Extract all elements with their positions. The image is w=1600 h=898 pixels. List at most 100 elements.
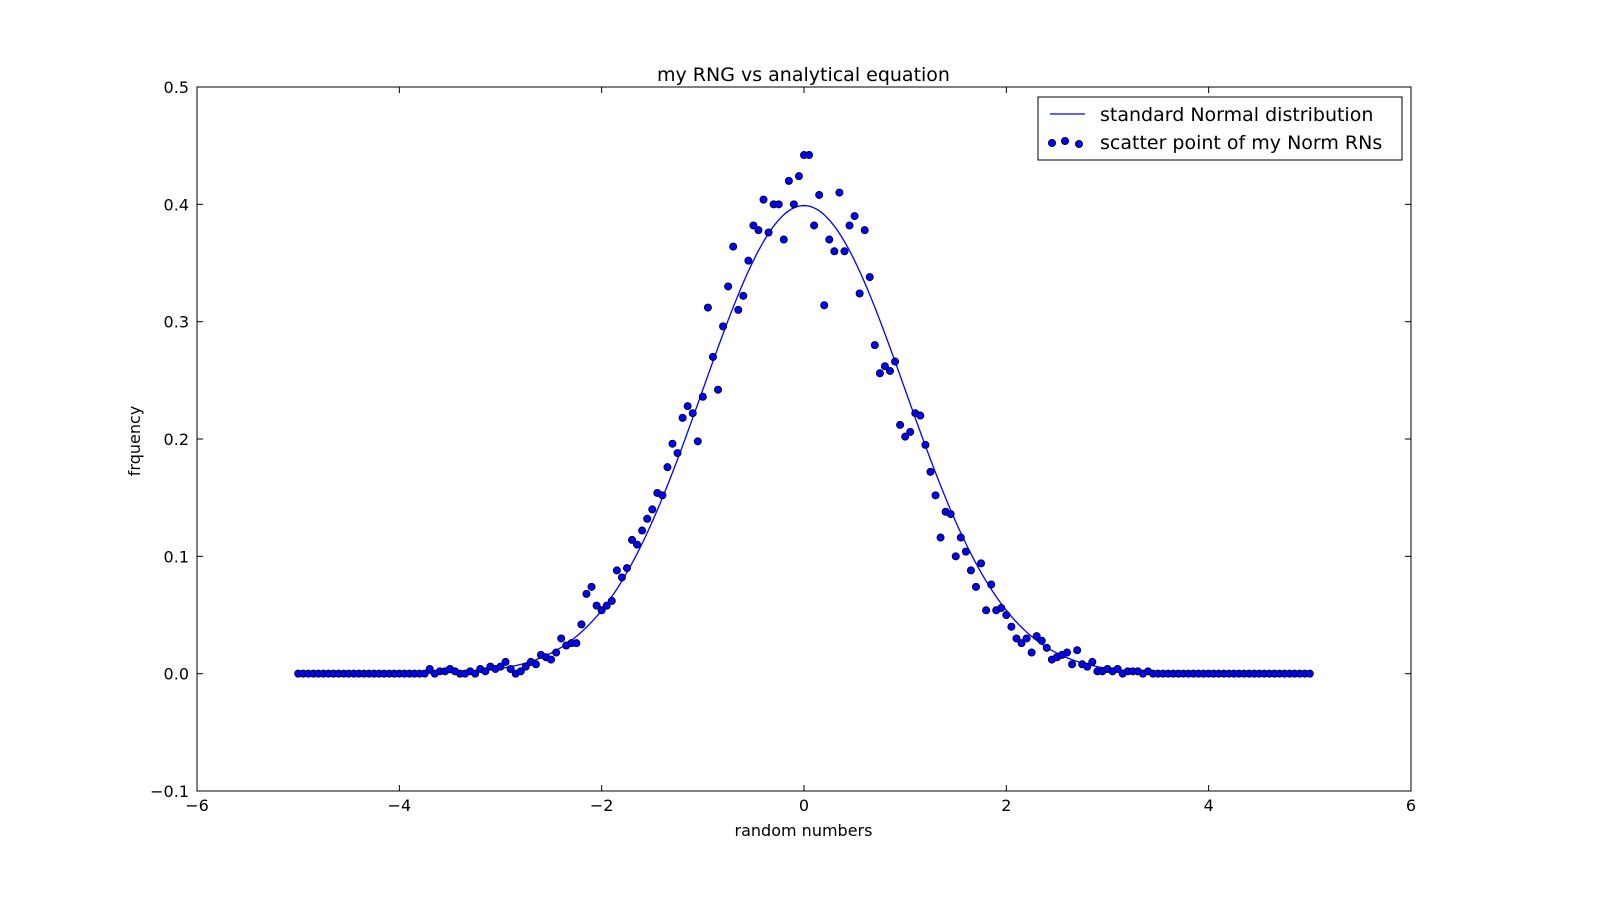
scatter-point	[678, 413, 687, 422]
x-tick-label: 2	[1001, 796, 1011, 815]
legend-scatter-marker	[1075, 139, 1084, 148]
scatter-point	[602, 601, 611, 610]
scatter-point	[946, 510, 955, 519]
scatter-point	[1027, 648, 1036, 657]
scatter-point	[789, 200, 798, 209]
scatter-point	[860, 226, 869, 235]
scatter-point	[1032, 632, 1041, 641]
scatter-point	[896, 420, 905, 429]
scatter-point	[420, 669, 429, 678]
scatter-point	[1068, 660, 1077, 669]
scatter-point	[865, 273, 874, 282]
scatter-point	[496, 662, 505, 671]
x-axis-label: random numbers	[735, 821, 873, 840]
scatter-point	[1088, 657, 1097, 666]
scatter-point	[835, 188, 844, 197]
scatter-point	[825, 235, 834, 244]
y-tick-label: 0.2	[164, 430, 189, 449]
scatter-point	[1063, 648, 1072, 657]
scatter-point	[612, 566, 621, 575]
scatter-point	[719, 322, 728, 331]
scatter-point	[982, 606, 991, 615]
scatter-point	[931, 491, 940, 500]
y-axis-label: frquency	[125, 406, 144, 476]
scatter-point	[1002, 611, 1011, 620]
scatter-point	[708, 352, 717, 361]
scatter-point	[531, 660, 540, 669]
scatter-point	[607, 596, 616, 605]
y-tick-label: 0.4	[164, 195, 189, 214]
scatter-point	[870, 341, 879, 350]
scatter-point	[820, 301, 829, 310]
scatter-point	[901, 432, 910, 441]
scatter-point	[840, 247, 849, 256]
scatter-point	[794, 172, 803, 181]
scatter-point	[693, 437, 702, 446]
x-tick-label: 0	[799, 796, 809, 815]
x-tick-label: −6	[185, 796, 209, 815]
scatter-point	[734, 305, 743, 314]
scatter-point	[557, 634, 566, 643]
legend-box	[1037, 96, 1403, 161]
scatter-point	[906, 427, 915, 436]
scatter-point	[1017, 639, 1026, 648]
scatter-point	[577, 620, 586, 629]
scatter-point	[977, 559, 986, 568]
scatter-point	[1022, 634, 1031, 643]
scatter-point	[875, 369, 884, 378]
scatter-point	[516, 667, 525, 676]
scatter-point	[552, 648, 561, 657]
x-tick-label: −2	[590, 796, 614, 815]
scatter-point	[845, 221, 854, 230]
scatter-point	[1007, 622, 1016, 631]
scatter-point	[759, 195, 768, 204]
scatter-point	[582, 589, 591, 598]
scatter-point	[501, 657, 510, 666]
scatter-point	[926, 467, 935, 476]
scatter-point	[784, 176, 793, 185]
scatter-point	[698, 392, 707, 401]
scatter-point	[638, 526, 647, 535]
legend-label-line: standard Normal distribution	[1100, 104, 1373, 126]
scatter-point	[754, 226, 763, 235]
scatter-point	[1113, 664, 1122, 673]
scatter-point	[729, 242, 738, 251]
scatter-point	[633, 540, 642, 549]
scatter-point	[764, 228, 773, 237]
scatter-point	[1305, 669, 1314, 678]
chart-title: my RNG vs analytical equation	[657, 64, 950, 86]
legend-scatter-marker	[1061, 136, 1070, 145]
y-tick-label: −0.1	[150, 782, 189, 801]
scatter-point	[815, 190, 824, 199]
scatter-point	[749, 221, 758, 230]
scatter-point	[714, 385, 723, 394]
legend-label-scatter: scatter point of my Norm RNs	[1100, 132, 1382, 154]
legend-scatter-marker	[1048, 138, 1057, 147]
plot-area	[294, 151, 1314, 678]
axis-ticks: −6 −4 −2 0 2 4 6 −0.1 0.0 0.1 0.2 0.3 0.4 0.5	[150, 78, 1416, 815]
scatter-point	[597, 606, 606, 615]
scatter-point	[956, 533, 965, 542]
scatter-point	[724, 282, 733, 291]
legend-scatter-swatch	[1048, 136, 1084, 148]
scatter-point	[1012, 634, 1021, 643]
scatter-point	[683, 402, 692, 411]
scatter-point	[997, 603, 1006, 612]
scatter-point	[744, 256, 753, 265]
scatter-point	[774, 200, 783, 209]
scatter-point	[592, 601, 601, 610]
scatter-point	[648, 505, 657, 514]
scatter-point	[936, 533, 945, 542]
scatter-point	[1073, 646, 1082, 655]
scatter-point	[855, 289, 864, 298]
scatter-point	[688, 409, 697, 418]
scatter-point	[779, 235, 788, 244]
scatter-point	[830, 247, 839, 256]
scatter-point	[668, 439, 677, 448]
scatter-point	[850, 212, 859, 221]
scatter-point	[547, 655, 556, 664]
scatter-point	[481, 667, 490, 676]
scatter-point	[617, 573, 626, 582]
y-tick-label: 0.1	[164, 547, 189, 566]
axes-frame	[196, 86, 1412, 792]
